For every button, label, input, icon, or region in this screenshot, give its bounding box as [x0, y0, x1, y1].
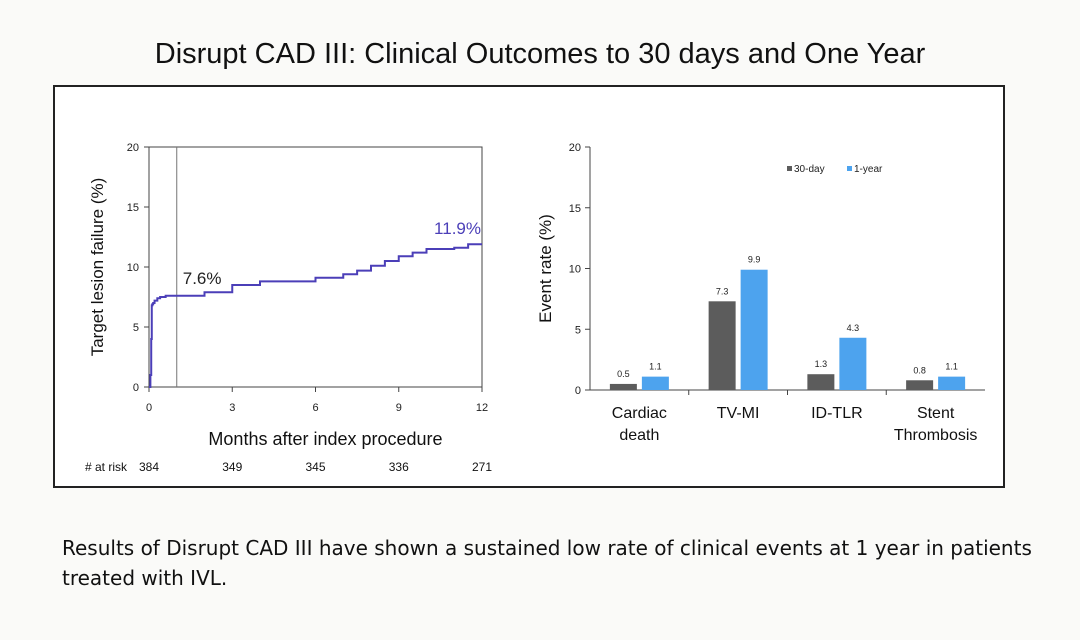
legend-label-30day: 30-day [794, 164, 825, 175]
bar-30-day [609, 383, 637, 390]
bar-1-year [938, 376, 966, 390]
plot-area-border [148, 146, 483, 388]
legend-label-1year: 1-year [854, 164, 883, 175]
at-risk-label: # at risk [85, 460, 128, 474]
category-label: Stent [917, 405, 955, 422]
tlf-line-chart: 0 5 10 15 20 0 3 6 9 12 7.6% 11.9% Months after inde… [85, 142, 492, 474]
legend-swatch-1year [847, 166, 852, 171]
y-tick-label: 5 [133, 322, 139, 334]
slide-caption: Results of Disrupt CAD III have shown a … [62, 536, 1032, 590]
x-tick-label: 3 [229, 402, 235, 414]
event-rate-bar-chart: 0 5 10 15 20 0.5 1.1 Cardiac death 7.3 9.9 TV-MI 1.3… [536, 142, 985, 444]
y-tick-label: 15 [569, 203, 581, 215]
y-tick-label: 0 [133, 382, 139, 394]
y-tick-label: 5 [575, 324, 581, 336]
annotation-30day: 7.6% [183, 269, 222, 288]
category-label: ID-TLR [811, 405, 863, 422]
y-axis-title: Event rate (%) [536, 214, 555, 323]
bar-value-label: 1.3 [815, 359, 828, 369]
bar-value-label: 1.1 [945, 362, 958, 372]
category-label: death [619, 427, 659, 444]
category-label: Cardiac [612, 405, 667, 422]
category-label: Thrombosis [894, 427, 978, 444]
y-tick-label: 20 [127, 142, 139, 154]
bar-30-day [807, 374, 835, 390]
bar-30-day [906, 380, 934, 390]
bar-value-label: 0.5 [617, 369, 630, 379]
bar-value-label: 9.9 [748, 255, 761, 265]
bar-1-year [641, 376, 669, 390]
x-axis-title: Months after index procedure [208, 429, 442, 449]
x-tick-label: 0 [146, 402, 152, 414]
bar-1-year [740, 269, 768, 390]
bar-value-label: 0.8 [913, 365, 926, 375]
at-risk-value: 271 [472, 460, 492, 474]
legend-swatch-30day [787, 166, 792, 171]
x-tick-label: 12 [476, 402, 488, 414]
x-tick-label: 6 [312, 402, 318, 414]
y-tick-label: 0 [575, 385, 581, 397]
bar-30-day [708, 301, 736, 390]
bar-1-year [839, 337, 867, 390]
at-risk-value: 384 [139, 460, 159, 474]
at-risk-value: 345 [305, 460, 325, 474]
y-tick-label: 20 [569, 142, 581, 154]
y-tick-label: 10 [127, 262, 139, 274]
category-label: TV-MI [717, 405, 760, 422]
annotation-1year: 11.9% [434, 219, 481, 238]
bar-value-label: 1.1 [649, 362, 662, 372]
at-risk-value: 349 [222, 460, 242, 474]
y-tick-label: 15 [127, 202, 139, 214]
y-axis-title: Target lesion failure (%) [88, 178, 107, 357]
bar-value-label: 7.3 [716, 286, 729, 296]
tlf-series-line [149, 243, 482, 388]
at-risk-value: 336 [389, 460, 409, 474]
x-tick-label: 9 [396, 402, 402, 414]
y-tick-label: 10 [569, 264, 581, 276]
bar-value-label: 4.3 [847, 323, 860, 333]
slide-title: Disrupt CAD III: Clinical Outcomes to 30… [154, 38, 926, 70]
charts-frame: 0 5 10 15 20 0 3 6 9 12 7.6% 11.9% Months after inde… [53, 85, 1005, 488]
